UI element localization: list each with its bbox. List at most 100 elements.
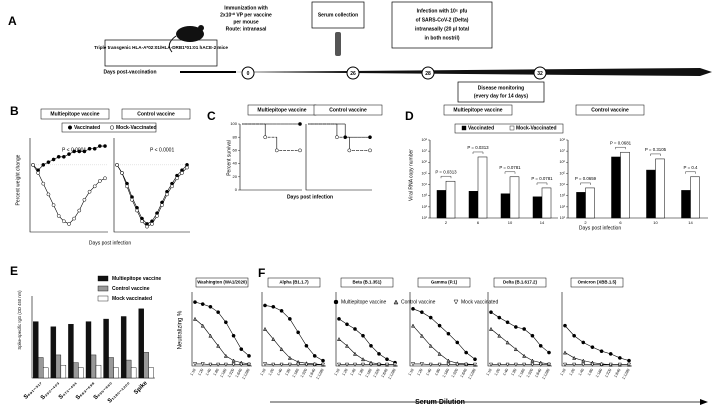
data-point [419, 333, 424, 338]
bar [477, 156, 488, 219]
data-point [170, 184, 174, 189]
data-point [41, 181, 46, 186]
chart-title: Delta (B.1.617.2) [503, 280, 537, 285]
x-tick-label: 1:320 [300, 368, 308, 378]
p-value: P = 0.0313 [435, 169, 457, 174]
data-line [116, 164, 188, 225]
sig-bracket [504, 171, 516, 174]
axis [409, 292, 478, 367]
data-point [446, 331, 451, 336]
sig-bracket [580, 182, 591, 185]
x-tick-label: 1:10 [560, 368, 567, 376]
x-tick-label: 1:640 [460, 368, 468, 378]
day-label: 32 [537, 71, 543, 77]
data-line [413, 363, 475, 365]
x-tick-label: 6 [477, 220, 480, 225]
y-tick-label: 10⁷ [422, 149, 428, 153]
data-point [41, 163, 46, 167]
data-point [298, 122, 302, 126]
header-box [121, 108, 191, 120]
data-point [239, 362, 244, 367]
legend-swatch [97, 295, 109, 302]
data-point [428, 343, 433, 348]
x-tick-label: 1:1280 [241, 368, 250, 380]
data-point [279, 308, 284, 313]
header-text: Control vaccine [329, 107, 367, 113]
data-point [77, 149, 82, 154]
data-point [410, 362, 416, 367]
bar [143, 352, 149, 379]
y-tick-label: 20 [233, 174, 238, 179]
data-point [505, 340, 510, 345]
day-marker [533, 66, 547, 80]
x-tick-label: 14 [540, 220, 545, 225]
data-point [360, 362, 366, 367]
x-tick-label: 1:20 [416, 368, 423, 376]
x-tick-label: 1:40 [350, 368, 357, 376]
axis [29, 138, 108, 233]
data-point [155, 214, 159, 218]
x-tick-label: 1:320 [526, 368, 534, 378]
data-point [352, 351, 358, 356]
data-point [513, 362, 518, 367]
legend-box [61, 122, 157, 133]
data-point [271, 336, 276, 341]
data-point [67, 152, 71, 156]
bar [125, 359, 132, 379]
data-point [216, 362, 221, 367]
data-point [103, 176, 107, 181]
x-tick-label: 1:160 [595, 368, 603, 378]
x-tick-label: 1:40 [578, 368, 585, 376]
header-box [313, 104, 383, 116]
data-point [411, 306, 415, 311]
data-point [392, 362, 398, 367]
y-tick-label: 10⁷ [560, 149, 566, 153]
data-point [312, 354, 317, 358]
x-axis-label: Days post infection [579, 225, 621, 231]
bar [532, 196, 543, 219]
bar [55, 354, 62, 379]
x-tick-label: 1:80 [213, 368, 220, 376]
data-point [239, 347, 244, 352]
data-point [344, 343, 350, 348]
data-point [572, 362, 577, 367]
data-point [185, 165, 189, 170]
data-point [344, 362, 350, 367]
x-tick-label: 1:640 [308, 368, 316, 378]
x-tick-label: 1:40 [425, 368, 432, 376]
bar [500, 193, 511, 219]
data-point [608, 352, 613, 356]
data-point [377, 352, 381, 356]
data-point [437, 362, 442, 367]
bar [73, 362, 79, 379]
panel-label: D [405, 109, 414, 123]
data-point [72, 149, 76, 154]
legend-swatch [97, 285, 109, 292]
x-tick-label: 1:640 [534, 368, 542, 378]
y-axis-label: Viral RNA copy number [408, 149, 414, 201]
data-point [497, 362, 502, 367]
data-point [410, 323, 416, 328]
data-point [455, 340, 460, 345]
x-tick-label: 1:1280 [541, 368, 550, 380]
data-point [51, 203, 56, 207]
data-point [140, 219, 144, 224]
monitoring-text: (every day for 14 days) [474, 93, 529, 99]
data-point [223, 353, 228, 358]
data-point [488, 326, 494, 331]
x-tick-label: 10 [653, 220, 658, 225]
data-point [145, 224, 149, 229]
data-point [368, 135, 372, 140]
title-box [493, 277, 547, 288]
x-tick-label: 1:10 [486, 368, 493, 376]
x-tick-label: 1:160 [442, 368, 450, 378]
p-value: P = 0.4 [684, 165, 699, 170]
data-point [216, 343, 221, 348]
monitoring-text: Disease monitoring [478, 85, 524, 91]
bar [60, 364, 67, 379]
legend-box [454, 123, 564, 134]
data-point [246, 362, 252, 367]
data-line [264, 328, 324, 365]
header-text: Multiepitope vaccine [453, 107, 502, 113]
data-point [87, 189, 92, 194]
